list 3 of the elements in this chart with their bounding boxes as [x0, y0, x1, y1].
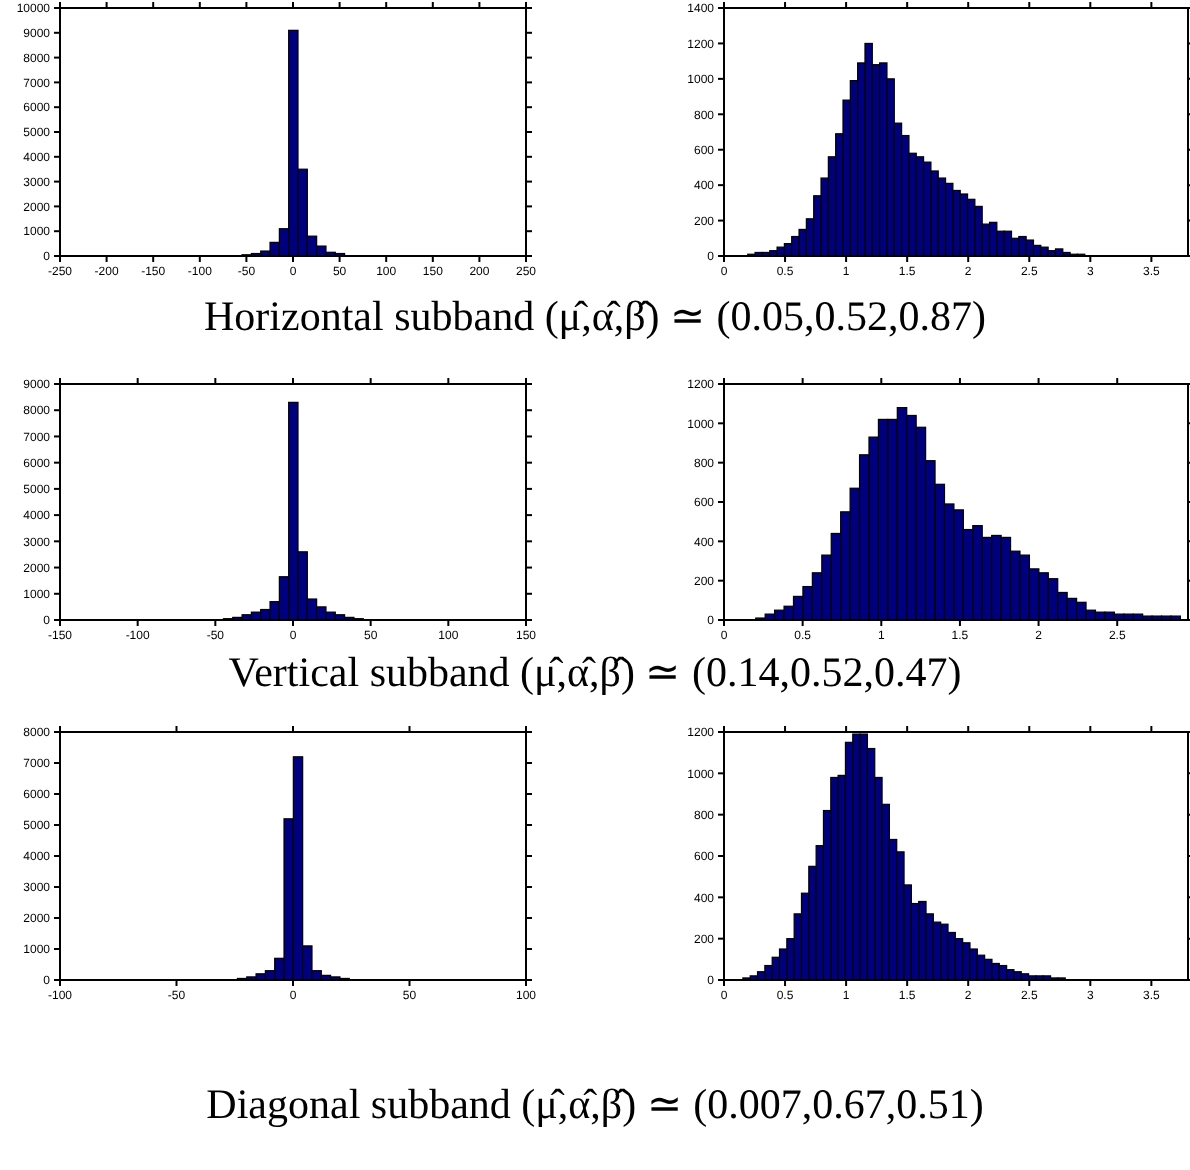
text: Vertical subband (μ̂,α̂,β̂) ≃ (0.14,0.52,0.47)	[226, 648, 964, 698]
text: Horizontal subband (μ̂,α̂,β̂) ≃ (0.05,0.52,0.87)	[202, 292, 988, 342]
text: Diagonal subband (μ̂,α̂,β̂) ≃ (0.007,0.67,0.51)	[204, 1080, 986, 1130]
